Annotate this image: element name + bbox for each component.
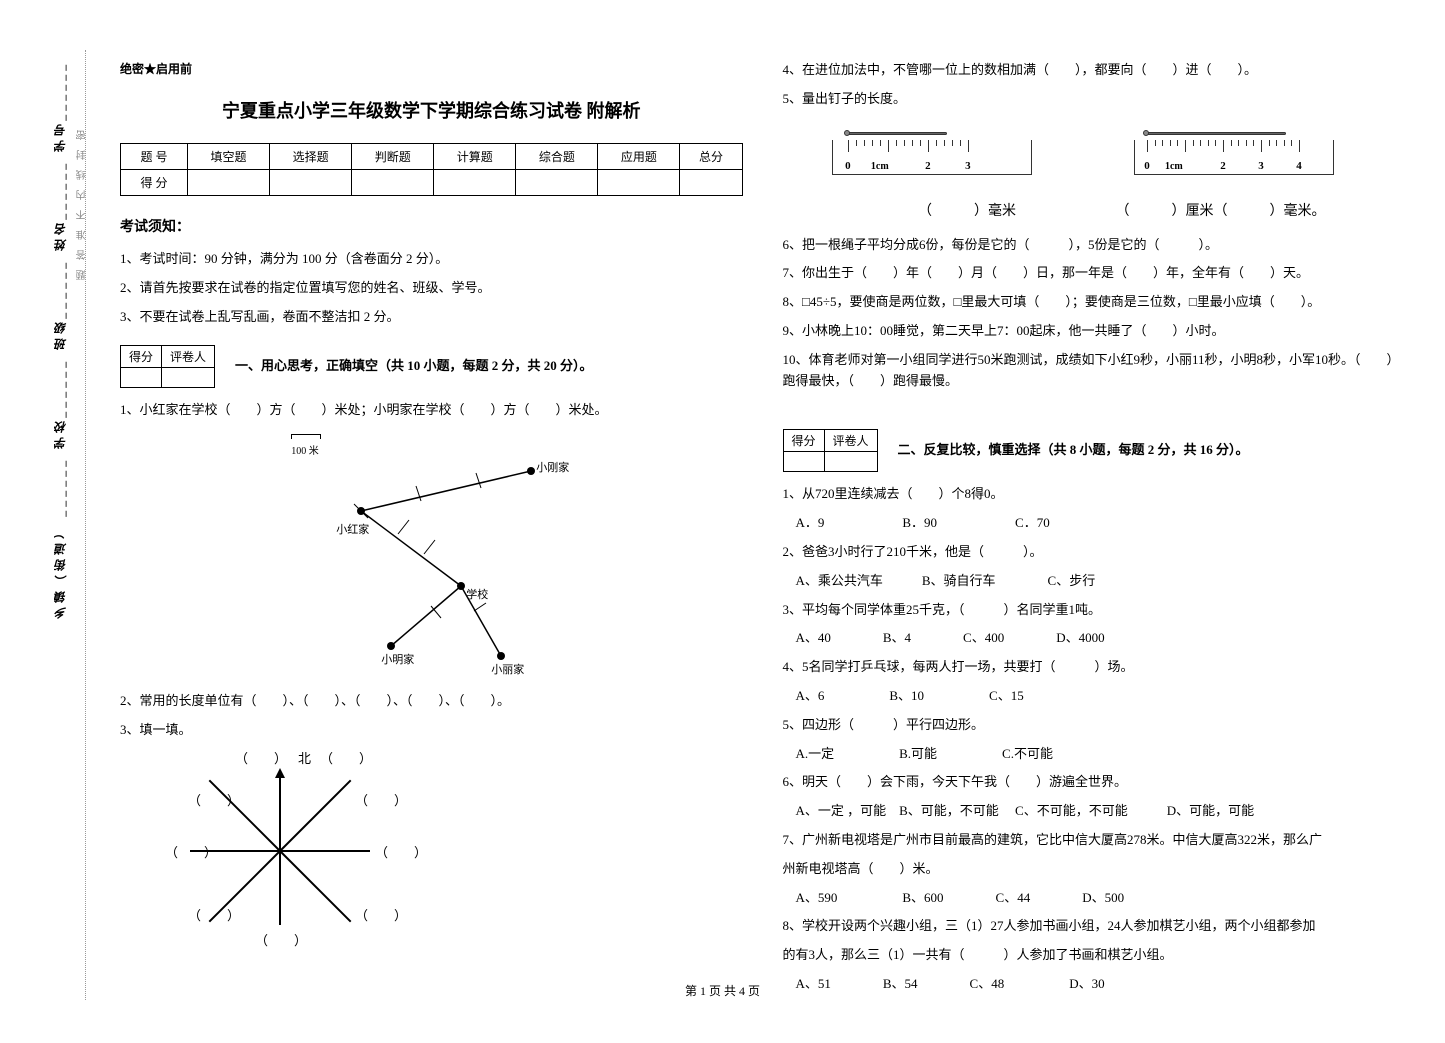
s2-q3-opts: A、40 B、4 C、400 D、4000: [783, 628, 1406, 649]
binding-area: 乡镇（街道） ______ 学校______ 班级______ 姓名______…: [0, 20, 100, 1000]
score-th-7: 总分: [680, 144, 742, 170]
score-th-3: 判断题: [352, 144, 434, 170]
dot-school: [457, 582, 465, 590]
s2-q3: 3、平均每个同学体重25千克，（ ）名同学重1吨。: [783, 600, 1406, 621]
s1-q1: 1、小红家在学校（ ）方（ ）米处；小明家在学校（ ）方（ ）米处。: [120, 400, 743, 421]
score-th-6: 应用题: [598, 144, 680, 170]
s2-q6-opts: A、一定 ，可能 B、可能，不可能 C、不可能，不可能 D、可能，可能: [783, 801, 1406, 822]
compass-north: 北: [298, 748, 311, 767]
ruler-1: 0 1cm 2 3: [832, 135, 1032, 185]
notice-item-1: 1、考试时间：90 分钟，满分为 100 分（含卷面分 2 分）。: [120, 248, 743, 267]
dot-xiaoming: [387, 642, 395, 650]
s2-q2: 2、爸爸3小时行了210千米，他是（ ）。: [783, 542, 1406, 563]
s2-q8a: 8、学校开设两个兴趣小组，三（1）27人参加书画小组，24人参加棋艺小组，两个小…: [783, 916, 1406, 937]
s2-q1: 1、从720里连续减去（ ）个8得0。: [783, 484, 1406, 505]
secret-header: 绝密★启用前: [120, 60, 743, 77]
label-township: 乡镇（街道）: [52, 523, 69, 619]
ruler-2: 0 1cm 2 3 4: [1134, 135, 1334, 185]
s2-q8b: 的有3人，那么三（1）一共有（ ）人参加了书画和棋艺小组。: [783, 945, 1406, 966]
s2-q7-opts: A、590 B、600 C、44 D、500: [783, 888, 1406, 909]
s2-q5: 5、四边形（ ）平行四边形。: [783, 715, 1406, 736]
binding-marker-text: 题答准不内线封密: [75, 120, 90, 280]
section1-title: 一、用心思考，正确填空（共 10 小题，每题 2 分，共 20 分）。: [235, 355, 593, 374]
s1-q4: 4、在进位加法中，不管哪一位上的数相加满（ ），都要向（ ）进（ ）。: [783, 60, 1406, 81]
s2-q6: 6、明天（ ）会下雨，今天下午我（ ）游遍全世界。: [783, 772, 1406, 793]
score-th-1: 填空题: [188, 144, 270, 170]
section1-score-box: 得分评卷人: [120, 345, 215, 388]
s2-q4-opts: A、6 B、10 C、15: [783, 686, 1406, 707]
section2-title: 二、反复比较，慎重选择（共 8 小题，每题 2 分，共 16 分）。: [898, 439, 1249, 458]
s2-q7a: 7、广州新电视塔是广州市目前最高的建筑，它比中信大厦高278米。中信大厦高322…: [783, 830, 1406, 851]
s2-q7b: 州新电视塔高（ ）米。: [783, 859, 1406, 880]
ruler1-answer: （ ）毫米: [842, 200, 1092, 220]
dot-xiaogang: [527, 467, 535, 475]
label-class: 班级: [52, 318, 69, 350]
page-footer: 第 1 页 共 4 页: [685, 982, 760, 999]
score-row-label: 得 分: [121, 170, 188, 196]
left-column: 绝密★启用前 宁夏重点小学三年级数学下学期综合练习试卷 附解析 题 号 填空题 …: [120, 60, 743, 1003]
label-xiaogang: 小刚家: [536, 459, 569, 475]
section2-score-box: 得分评卷人: [783, 429, 878, 472]
compass-diagram: 北 （ ） （ ） （ ） （ ） （ ） （ ） （ ） （ ） （ ）: [160, 750, 400, 950]
s1-q3: 3、填一填。: [120, 720, 743, 741]
right-column: 4、在进位加法中，不管哪一位上的数相加满（ ），都要向（ ）进（ ）。 5、量出…: [783, 60, 1406, 1003]
label-xiaoli: 小丽家: [491, 661, 524, 677]
s2-q5-opts: A.一定 B.可能 C.不可能: [783, 744, 1406, 765]
s1-q6: 6、把一根绳子平均分成6份，每份是它的（ ），5份是它的（ ）。: [783, 235, 1406, 256]
label-school: 学校: [52, 417, 69, 449]
notice-title: 考试须知：: [120, 216, 743, 236]
s2-q4: 4、5名同学打乒乓球，每两人打一场，共要打（ ）场。: [783, 657, 1406, 678]
ruler-row: 0 1cm 2 3: [783, 125, 1406, 220]
s2-q1-opts: A．9 B．90 C．70: [783, 513, 1406, 534]
s1-q9: 9、小林晚上10：00睡觉，第二天早上7：00起床，他一共睡了（ ）小时。: [783, 321, 1406, 342]
binding-student-labels: 乡镇（街道） ______ 学校______ 班级______ 姓名______…: [50, 60, 71, 619]
s2-q8-opts: A、51 B、54 C、48 D、30: [783, 974, 1406, 995]
page-title: 宁夏重点小学三年级数学下学期综合练习试卷 附解析: [120, 97, 743, 123]
dot-xiaoli: [497, 652, 505, 660]
label-school: 学校: [466, 586, 488, 602]
label-xiaoming: 小明家: [381, 651, 414, 667]
s1-q5: 5、量出钉子的长度。: [783, 89, 1406, 110]
score-th-0: 题 号: [121, 144, 188, 170]
s1-q10: 10、体育老师对第一小组同学进行50米跑测试，成绩如下小红9秒，小丽11秒，小明…: [783, 350, 1406, 392]
score-th-5: 综合题: [516, 144, 598, 170]
s1-q2: 2、常用的长度单位有（ ）、（ ）、（ ）、（ ）、（ ）。: [120, 691, 743, 712]
ruler2-answer: （ ）厘米（ ）毫米。: [1096, 200, 1346, 220]
s1-q7: 7、你出生于（ ）年（ ）月（ ）日，那一年是（ ）年，全年有（ ）天。: [783, 263, 1406, 284]
map-diagram: 100 米 小红家 小刚家 学校 小明家 小: [281, 431, 581, 681]
dot-xiaohong: [357, 507, 365, 515]
notice-item-2: 2、请首先按要求在试卷的指定位置填写您的姓名、班级、学号。: [120, 277, 743, 296]
notice-item-3: 3、不要在试卷上乱写乱画，卷面不整洁扣 2 分。: [120, 306, 743, 325]
s2-q2-opts: A、乘公共汽车 B、骑自行车 C、步行: [783, 571, 1406, 592]
s1-q8: 8、□45÷5，要使商是两位数，□里最大可填（ ）；要使商是三位数，□里最小应填…: [783, 292, 1406, 313]
label-name: 姓名: [52, 219, 69, 251]
score-summary-table: 题 号 填空题 选择题 判断题 计算题 综合题 应用题 总分 得 分: [120, 143, 743, 196]
score-th-4: 计算题: [434, 144, 516, 170]
score-th-2: 选择题: [270, 144, 352, 170]
label-xiaohong: 小红家: [336, 521, 369, 537]
label-id: 学号: [52, 120, 69, 152]
